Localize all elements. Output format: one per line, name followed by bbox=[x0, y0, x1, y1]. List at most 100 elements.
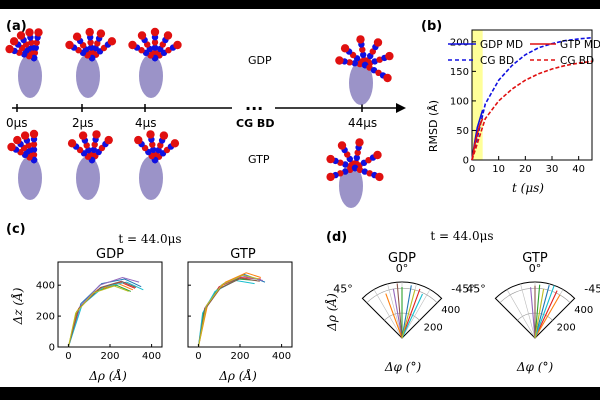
trajectory-curve bbox=[67, 281, 144, 348]
snapshot-bead bbox=[33, 39, 40, 46]
plot-frame bbox=[471, 29, 593, 161]
trajectory-curve bbox=[197, 279, 255, 348]
snapshot-bead bbox=[21, 51, 28, 58]
snapshot-bead bbox=[346, 166, 354, 173]
polar-radial-tick: 400 bbox=[574, 305, 593, 316]
snapshot-bead bbox=[91, 141, 98, 148]
polar-ray bbox=[401, 285, 412, 339]
snapshot-bead bbox=[337, 159, 344, 166]
trajectory-plot-gdp: 0 200 400 0 200 400 bbox=[36, 261, 163, 362]
snapshot-bead bbox=[155, 147, 162, 154]
panel-c-subtitle-gtp: GTP bbox=[230, 247, 256, 262]
polar-ray bbox=[534, 284, 541, 339]
polar-ray bbox=[534, 294, 561, 339]
snapshot-gdp-2us bbox=[65, 27, 117, 98]
panel-c-subtitle-gdp: GDP bbox=[96, 247, 124, 262]
series-line-3 bbox=[471, 60, 593, 161]
polar-grid-spoke bbox=[506, 289, 536, 339]
trajectory-curve bbox=[67, 283, 134, 348]
snapshot-bead bbox=[28, 39, 35, 46]
polar-angle-label: 0° bbox=[529, 262, 542, 275]
snapshot-bead bbox=[361, 168, 368, 175]
snapshot-bead bbox=[356, 166, 364, 173]
polar-ray bbox=[385, 293, 403, 339]
snapshot-bead bbox=[353, 154, 360, 161]
snapshot-cap-bead bbox=[134, 135, 143, 145]
trajectory-curve bbox=[197, 274, 259, 348]
snapshot-cap-bead bbox=[373, 150, 382, 160]
polar-ray bbox=[401, 289, 416, 339]
timeline-arrowhead bbox=[396, 103, 406, 113]
legend-label-gdp-bd: CG BD bbox=[480, 55, 514, 67]
timeline-tick-label: 44μs bbox=[348, 116, 377, 130]
snapshot-gtp-44us bbox=[326, 138, 384, 208]
snapshot-bead bbox=[351, 60, 358, 67]
snapshot-cap-bead bbox=[146, 130, 155, 139]
polar-grid-spoke bbox=[401, 289, 431, 339]
snapshot-bead bbox=[346, 59, 353, 66]
timeline-tick-label: 4μs bbox=[135, 116, 157, 130]
panel-d-angle-label-gtp: Δφ (°) bbox=[516, 360, 554, 374]
snapshot-cap-bead bbox=[173, 40, 182, 50]
snapshot-bead bbox=[94, 40, 101, 47]
snapshot-cap-bead bbox=[356, 35, 365, 44]
trajectory-charts: 0 200 400 0 200 400 0 200 400 bbox=[36, 261, 293, 362]
snapshot-cap-bead bbox=[163, 31, 173, 40]
snapshot-gtp-4us bbox=[134, 130, 180, 200]
snapshot-cap-bead bbox=[85, 27, 94, 37]
plot-frame bbox=[57, 261, 163, 348]
y-tick-label: 0 bbox=[463, 156, 469, 167]
snapshot-bead bbox=[354, 149, 361, 156]
trajectory-plot-gtp: 0 200 400 bbox=[187, 261, 293, 362]
y-axis-label: RMSD (Å) bbox=[427, 100, 440, 152]
x-tick-label: 200 bbox=[230, 351, 249, 362]
snapshot-bead bbox=[359, 46, 366, 53]
x-tick-label: 20 bbox=[519, 164, 532, 175]
panel-c-xlabel-gdp: Δρ (Å) bbox=[88, 368, 127, 383]
snapshot-gtp-2us bbox=[67, 130, 113, 200]
snapshot-bead bbox=[337, 170, 344, 177]
snapshot-cap-bead bbox=[128, 40, 137, 50]
x-tick-label: 0 bbox=[469, 164, 475, 175]
y-tick-label: 400 bbox=[36, 281, 55, 292]
snapshot-bead bbox=[342, 168, 349, 175]
row-label-gtp: GTP bbox=[248, 153, 270, 166]
polar-charts: 45° 0° -45° 200 400 45° 0° -45° 200 400 bbox=[333, 262, 600, 339]
polar-ray bbox=[530, 287, 536, 339]
snapshot-gdp-4us bbox=[128, 27, 182, 98]
x-tick-label: 0 bbox=[195, 351, 201, 362]
snapshot-bead bbox=[371, 58, 378, 65]
polar-fan-gdp: 45° 0° -45° 200 400 bbox=[333, 262, 475, 339]
polar-fan-gtp: 45° 0° -45° 200 400 bbox=[466, 262, 600, 339]
polar-ray bbox=[534, 285, 555, 339]
timeline-break-dots: ... bbox=[245, 95, 263, 114]
snapshot-cap-bead bbox=[78, 131, 88, 140]
x-tick-label: 10 bbox=[492, 164, 505, 175]
snapshot-cap-bead bbox=[150, 27, 160, 37]
polar-ray bbox=[392, 288, 403, 339]
panel-d-subtitle-gdp: GDP bbox=[388, 251, 416, 266]
snapshot-bead bbox=[90, 146, 98, 153]
snapshot-bead bbox=[157, 142, 164, 149]
panel-c-ylabel: Δz (Å) bbox=[10, 287, 25, 325]
snapshot-body bbox=[76, 156, 100, 200]
panel-d-angle-label-gdp: Δφ (°) bbox=[384, 360, 422, 374]
highlight-band bbox=[472, 30, 483, 160]
snapshot-bead bbox=[342, 161, 349, 168]
snapshot-cap-bead bbox=[159, 131, 169, 140]
polar-radial-tick: 400 bbox=[441, 305, 460, 316]
snapshot-cap-bead bbox=[375, 172, 384, 182]
snapshot-cap-bead bbox=[7, 142, 16, 152]
snapshot-cap-bead bbox=[92, 130, 101, 139]
x-tick-label: 400 bbox=[142, 351, 161, 362]
x-tick-label: 30 bbox=[546, 164, 559, 175]
legend-label-gdp-md: GDP MD bbox=[480, 39, 523, 51]
polar-grid-spoke bbox=[387, 283, 403, 339]
timeline-tick-label: 2μs bbox=[72, 116, 94, 130]
polar-ray bbox=[401, 288, 421, 339]
snapshot-cap-bead bbox=[170, 139, 180, 148]
legend-label-gtp-bd: CG BD bbox=[560, 55, 594, 67]
series-line-2 bbox=[471, 118, 484, 161]
polar-grid-spoke bbox=[373, 289, 403, 339]
